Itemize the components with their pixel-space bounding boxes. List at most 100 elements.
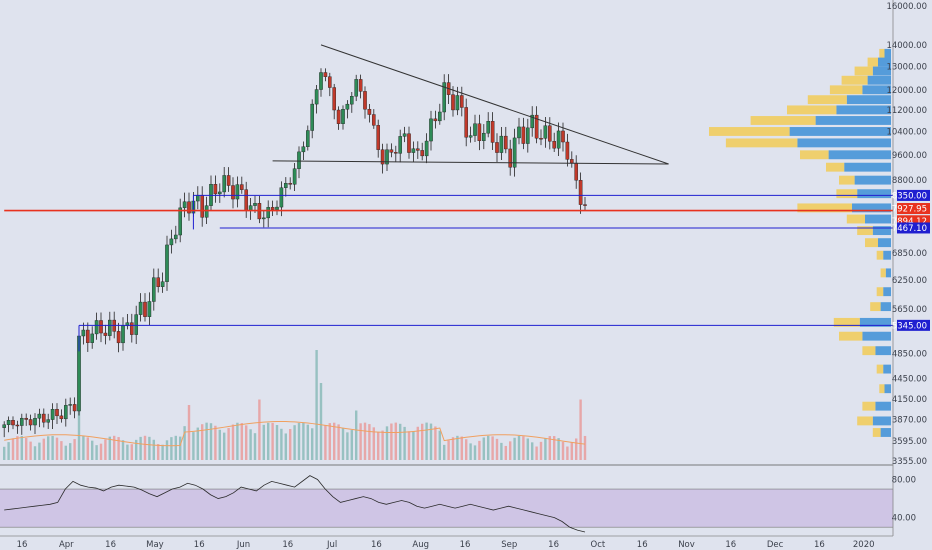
candle-body[interactable] xyxy=(72,404,77,412)
time-axis[interactable]: 16 Apr 16 May 16 Jun 16 Jul 16 Aug 16 Sep 16 Oct 16 Nov… xyxy=(0,535,893,550)
candle-body[interactable] xyxy=(499,135,504,153)
candle-body[interactable] xyxy=(231,185,235,200)
candle-body[interactable] xyxy=(85,329,90,343)
candle-body[interactable] xyxy=(486,121,491,134)
candle-body[interactable] xyxy=(433,118,438,122)
candle-body[interactable] xyxy=(372,114,376,126)
price-axis[interactable]: 16000.00 14000.00 13000.00 12000.00 11200.00… xyxy=(886,0,930,536)
candle-body[interactable] xyxy=(416,148,420,151)
candle-body[interactable] xyxy=(253,203,257,206)
candle-body[interactable] xyxy=(363,91,367,110)
candle-body[interactable] xyxy=(451,94,455,111)
candle-body[interactable] xyxy=(173,234,178,240)
candle-body[interactable] xyxy=(424,140,429,157)
candle-body[interactable] xyxy=(160,281,165,287)
candle-body[interactable] xyxy=(20,417,24,426)
candle-body[interactable] xyxy=(6,420,11,425)
candle-body[interactable] xyxy=(526,127,530,144)
candle-body[interactable] xyxy=(134,314,139,335)
candle-body[interactable] xyxy=(200,194,205,218)
candle-body[interactable] xyxy=(495,142,499,153)
candle-body[interactable] xyxy=(103,332,108,336)
candle-body[interactable] xyxy=(42,413,46,423)
candle-body[interactable] xyxy=(482,132,486,141)
candle-body[interactable] xyxy=(165,244,169,282)
candle-body[interactable] xyxy=(63,405,68,420)
candle-body[interactable] xyxy=(239,184,244,190)
candle-body[interactable] xyxy=(50,409,55,420)
candle-body[interactable] xyxy=(37,413,42,419)
candle-body[interactable] xyxy=(583,204,587,206)
candle-body[interactable] xyxy=(460,95,464,108)
candle-body[interactable] xyxy=(464,107,469,138)
candle-body[interactable] xyxy=(367,108,372,115)
candle-body[interactable] xyxy=(129,322,134,335)
candle-body[interactable] xyxy=(187,201,191,214)
candle-body[interactable] xyxy=(561,130,565,143)
candle-body[interactable] xyxy=(521,126,526,144)
candle-body[interactable] xyxy=(336,109,341,124)
candle-body[interactable] xyxy=(59,415,64,420)
candle-body[interactable] xyxy=(385,149,389,165)
candle-body[interactable] xyxy=(195,194,200,202)
candle-body[interactable] xyxy=(328,76,332,88)
candle-body[interactable] xyxy=(534,114,539,139)
candle-body[interactable] xyxy=(389,149,394,153)
candle-body[interactable] xyxy=(55,409,59,417)
candle-body[interactable] xyxy=(68,404,72,406)
candle-body[interactable] xyxy=(121,325,125,344)
candle-body[interactable] xyxy=(226,175,231,186)
candle-body[interactable] xyxy=(81,329,86,337)
candle-body[interactable] xyxy=(468,135,473,138)
price-tag[interactable] xyxy=(897,203,930,215)
price-tag[interactable] xyxy=(897,319,930,331)
candle-body[interactable] xyxy=(182,201,187,209)
candle-body[interactable] xyxy=(548,125,552,142)
candle-body[interactable] xyxy=(169,238,174,246)
candle-body[interactable] xyxy=(306,130,310,147)
candle-body[interactable] xyxy=(345,103,350,110)
candle-body[interactable] xyxy=(323,72,328,77)
candle-body[interactable] xyxy=(508,148,513,168)
candle-body[interactable] xyxy=(15,424,20,427)
candle-body[interactable] xyxy=(539,138,543,140)
candle-body[interactable] xyxy=(46,419,50,423)
candle-body[interactable] xyxy=(28,419,33,426)
candle-body[interactable] xyxy=(376,125,381,150)
candle-body[interactable] xyxy=(332,87,337,111)
candle-body[interactable] xyxy=(543,125,548,139)
candle-body[interactable] xyxy=(420,150,425,157)
candle-body[interactable] xyxy=(490,121,495,143)
candle-body[interactable] xyxy=(407,133,411,153)
candle-body[interactable] xyxy=(477,123,482,141)
candle-body[interactable] xyxy=(297,151,301,169)
candle-body[interactable] xyxy=(24,417,29,420)
candle-body[interactable] xyxy=(107,319,112,336)
candle-body[interactable] xyxy=(279,187,284,208)
candle-body[interactable] xyxy=(99,320,103,334)
candle-body[interactable] xyxy=(578,180,583,205)
candle-body[interactable] xyxy=(2,424,6,428)
candle-body[interactable] xyxy=(248,205,253,211)
candle-body[interactable] xyxy=(314,89,319,105)
candle-body[interactable] xyxy=(222,175,227,193)
candle-body[interactable] xyxy=(402,133,407,137)
candle-body[interactable] xyxy=(438,111,442,122)
candle-body[interactable] xyxy=(147,301,152,317)
candle-body[interactable] xyxy=(429,118,433,142)
candle-body[interactable] xyxy=(292,168,297,185)
candle-body[interactable] xyxy=(275,206,279,210)
price-tag[interactable] xyxy=(897,189,930,201)
candle-body[interactable] xyxy=(319,72,323,90)
candle-body[interactable] xyxy=(178,207,183,236)
candle-body[interactable] xyxy=(213,184,218,195)
candle-body[interactable] xyxy=(138,301,143,315)
candle-body[interactable] xyxy=(504,135,508,150)
candle-body[interactable] xyxy=(204,205,209,218)
candle-body[interactable] xyxy=(380,149,385,165)
candle-body[interactable] xyxy=(266,207,271,219)
candle-body[interactable] xyxy=(217,191,222,195)
candle-body[interactable] xyxy=(310,103,315,131)
candle-body[interactable] xyxy=(512,137,517,168)
